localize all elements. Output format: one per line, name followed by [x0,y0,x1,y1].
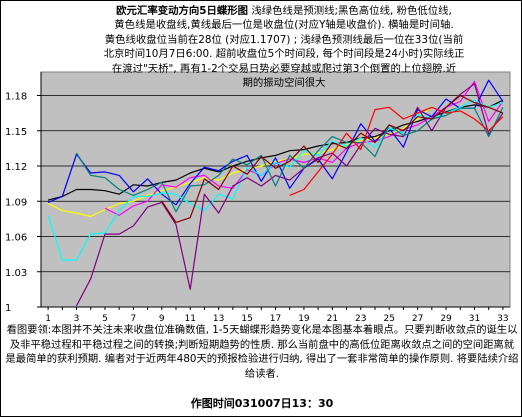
annotation-title: 欧元汇率变动方向5日蝶形图 [116,5,249,17]
x-tick-label: 5 [102,314,108,324]
x-tick-label: 27 [412,314,423,324]
series-line-3 [104,80,504,216]
series-line-5 [47,99,504,261]
x-tick-label: 3 [74,314,80,324]
x-tick-label: 31 [469,314,480,324]
x-tick-label: 11 [185,314,196,324]
y-tick-label: 1.12 [5,162,27,173]
y-tick-label: 1.06 [5,233,27,244]
series-line-2 [47,105,433,218]
annotation-line-6: 期的振动空间很大 [242,77,326,90]
x-tick-label: 13 [213,314,224,324]
annotation-line-2: 黄色线是收盘线,黄线最后一位是收盘位(对应Y轴是收盘价). 横轴是时间轴. [114,19,454,32]
chart-annotation: 欧元汇率变动方向5日蝶形图 浅绿色线是预测线;黑色高位线, 粉色低位线, 黄色线… [47,4,521,90]
series-line-4 [47,79,504,206]
x-tick-label: 7 [131,314,137,324]
y-tick-label: 1.09 [5,197,27,208]
axes: 11.031.061.091.121.151.181 3 5 7 9 11 13 15 17 19… [5,72,510,324]
x-tick-label: 1 [45,314,51,324]
x-tick-label: 19 [298,314,310,324]
x-tick-label: 17 [270,314,281,324]
series-line-6 [75,83,504,307]
x-tick-label: 21 [327,314,338,324]
x-tick-label: 9 [159,314,165,324]
x-tick-label: 29 [440,314,452,324]
y-tick-label: 1.18 [5,92,27,103]
x-tick-label: 15 [241,314,252,324]
series-lines [47,79,504,307]
annotation-line-5: 在渡过"天桥", 再有1-2个交易日势必要穿越或爬过第3个倒置的上位翅膀.近 [111,62,457,75]
x-tick-label: 33 [497,314,508,324]
annotation-line-3: 黄色线收盘位当前在28位 (对应1.1707) ; 浅绿色预测线最后一位在33位… [104,33,464,46]
x-tick-label: 25 [383,314,394,324]
caption-time: 作图时间031007日13：30 [190,397,334,410]
y-tick-label: 1 [5,303,11,314]
y-tick-label: 1.03 [5,268,27,279]
caption-text: 看图要领:本图并不关注未来收盘位准确数值, 1-5天蝴蝶形趋势变化是本图基本着眼… [5,324,519,380]
annotation-line-1: 浅绿色线是预测线;黑色高位线, 粉色低位线, [251,5,452,17]
annotation-line-4: 北京时间10月7日6:00. 超前收盘位5个时间段, 每个时间段是24小时)实际… [103,48,465,61]
series-line-9 [289,106,504,196]
x-tick-label: 23 [355,314,366,324]
y-tick-label: 1.15 [5,127,27,138]
series-line-8 [161,94,504,223]
